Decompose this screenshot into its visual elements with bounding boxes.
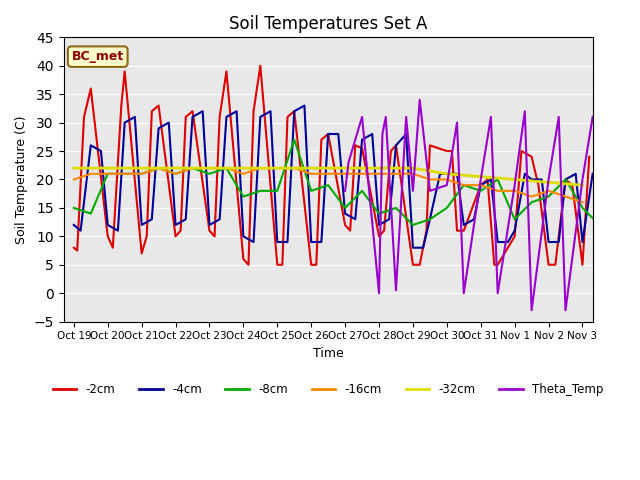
Text: BC_met: BC_met — [72, 50, 124, 63]
Legend: -2cm, -4cm, -8cm, -16cm, -32cm, Theta_Temp: -2cm, -4cm, -8cm, -16cm, -32cm, Theta_Te… — [48, 379, 609, 401]
Y-axis label: Soil Temperature (C): Soil Temperature (C) — [15, 115, 28, 244]
X-axis label: Time: Time — [313, 347, 344, 360]
Title: Soil Temperatures Set A: Soil Temperatures Set A — [229, 15, 428, 33]
